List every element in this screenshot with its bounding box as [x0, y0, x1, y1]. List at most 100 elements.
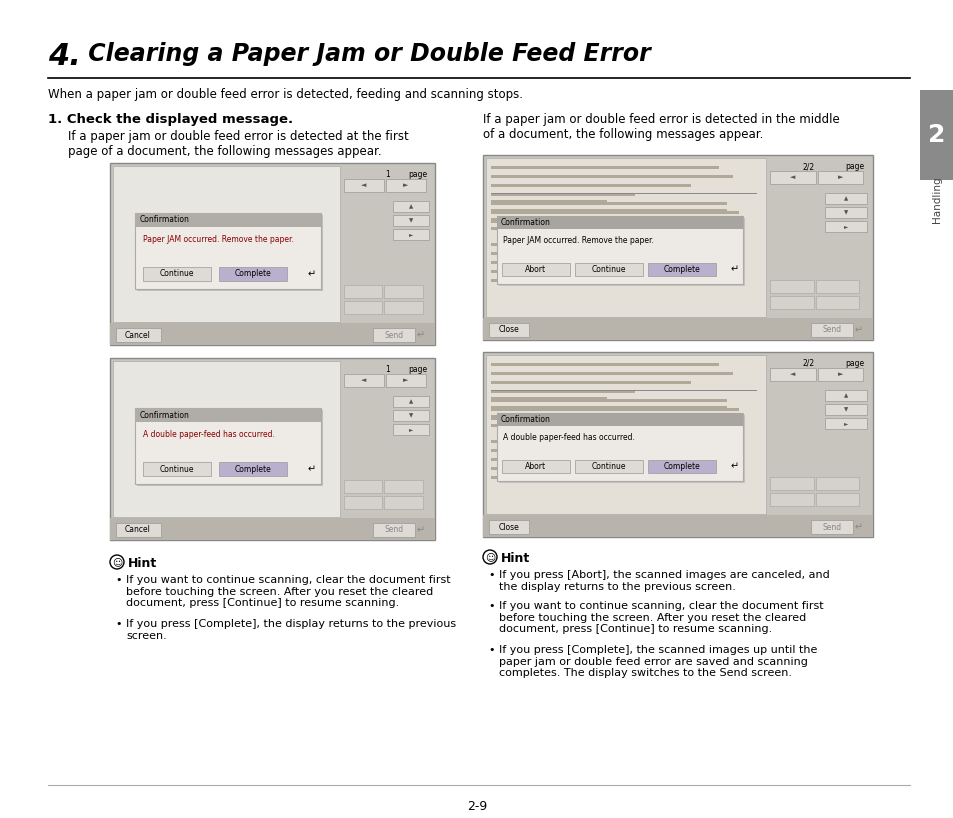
Text: Continue: Continue [591, 265, 625, 274]
Text: ☺: ☺ [112, 557, 122, 567]
Bar [384, 496, 422, 509]
Text: •: • [488, 570, 494, 580]
Bar [817, 368, 862, 381]
Bar [110, 358, 435, 540]
Bar [491, 397, 606, 400]
Bar [497, 216, 742, 229]
Bar [344, 496, 382, 509]
Bar [135, 408, 320, 484]
Text: Continue: Continue [159, 465, 194, 474]
Text: If a paper jam or double feed error is detected at the first: If a paper jam or double feed error is d… [68, 130, 408, 143]
Bar [817, 171, 862, 184]
Text: ▲: ▲ [409, 399, 413, 404]
Bar [482, 155, 872, 340]
Bar [919, 90, 953, 180]
Bar [491, 406, 726, 409]
Bar [491, 279, 648, 282]
Bar [810, 520, 852, 534]
Text: 1: 1 [384, 365, 389, 374]
Bar [815, 280, 859, 293]
Text: If you press [Abort], the scanned images are canceled, and
the display returns t: If you press [Abort], the scanned images… [498, 570, 829, 591]
Bar [110, 518, 435, 540]
Bar [491, 166, 719, 169]
Bar [824, 193, 866, 204]
Bar [491, 220, 662, 223]
Bar [344, 301, 382, 314]
Bar [482, 515, 872, 537]
Bar [491, 467, 732, 470]
Text: If you press [Complete], the scanned images up until the
paper jam or double fee: If you press [Complete], the scanned ima… [498, 645, 817, 678]
Bar [824, 404, 866, 415]
Bar [491, 218, 719, 221]
Bar [575, 263, 642, 276]
Bar [491, 363, 719, 366]
Bar [491, 440, 738, 443]
Text: Cancel: Cancel [125, 330, 151, 339]
Text: If you want to continue scanning, clear the document first
before touching the s: If you want to continue scanning, clear … [126, 575, 450, 609]
Bar [491, 211, 738, 214]
Bar [491, 202, 726, 205]
Circle shape [110, 555, 124, 569]
Text: Confirmation: Confirmation [140, 215, 190, 224]
Text: Confirmation: Confirmation [500, 415, 550, 424]
Bar [219, 462, 287, 476]
Bar [491, 184, 690, 187]
Text: page of a document, the following messages appear.: page of a document, the following messag… [68, 145, 381, 158]
Bar [491, 200, 606, 203]
Bar [393, 396, 429, 407]
Text: ►: ► [403, 377, 408, 384]
Bar [491, 408, 738, 411]
Text: Complete: Complete [663, 462, 700, 471]
Bar [135, 213, 320, 227]
Bar [497, 413, 742, 481]
Text: ↵: ↵ [416, 330, 425, 340]
Bar [769, 296, 813, 309]
Bar [344, 179, 384, 192]
Bar [491, 372, 732, 375]
Bar [497, 413, 742, 426]
Bar [824, 418, 866, 429]
Text: Send: Send [384, 525, 403, 534]
Bar [824, 207, 866, 218]
Bar [491, 417, 662, 420]
Text: ►: ► [409, 232, 413, 237]
Text: ►: ► [403, 182, 408, 188]
Text: ↵: ↵ [308, 464, 315, 474]
Bar [219, 267, 287, 281]
Bar [769, 280, 813, 293]
Text: ↵: ↵ [854, 522, 862, 532]
Text: Hint: Hint [128, 557, 157, 570]
Text: If a paper jam or double feed error is detected in the middle: If a paper jam or double feed error is d… [482, 113, 839, 126]
Text: Complete: Complete [234, 465, 271, 474]
Bar [482, 352, 872, 537]
Text: Clearing a Paper Jam or Double Feed Error: Clearing a Paper Jam or Double Feed Erro… [80, 42, 650, 66]
Text: If you want to continue scanning, clear the document first
before touching the s: If you want to continue scanning, clear … [498, 601, 822, 634]
Bar [491, 458, 719, 461]
Text: ►: ► [837, 371, 842, 377]
Text: Cancel: Cancel [125, 525, 151, 534]
Bar [501, 263, 569, 276]
Text: page: page [408, 170, 427, 179]
Bar [112, 361, 339, 517]
Bar [393, 229, 429, 240]
Text: ↵: ↵ [854, 325, 862, 335]
Bar [110, 163, 435, 345]
Bar [497, 216, 742, 284]
Text: Complete: Complete [663, 265, 700, 274]
Text: Confirmation: Confirmation [140, 411, 190, 420]
Bar [489, 520, 529, 534]
Bar [815, 296, 859, 309]
Bar [810, 323, 852, 337]
Bar [491, 270, 732, 273]
Bar [393, 215, 429, 226]
Bar [491, 209, 726, 212]
Bar [485, 355, 765, 514]
Bar [386, 179, 426, 192]
Bar [344, 285, 382, 298]
Bar [769, 171, 815, 184]
Text: ▼: ▼ [409, 218, 413, 223]
Bar [135, 213, 320, 289]
Bar [815, 477, 859, 490]
Bar [491, 415, 719, 418]
Bar [491, 175, 732, 178]
